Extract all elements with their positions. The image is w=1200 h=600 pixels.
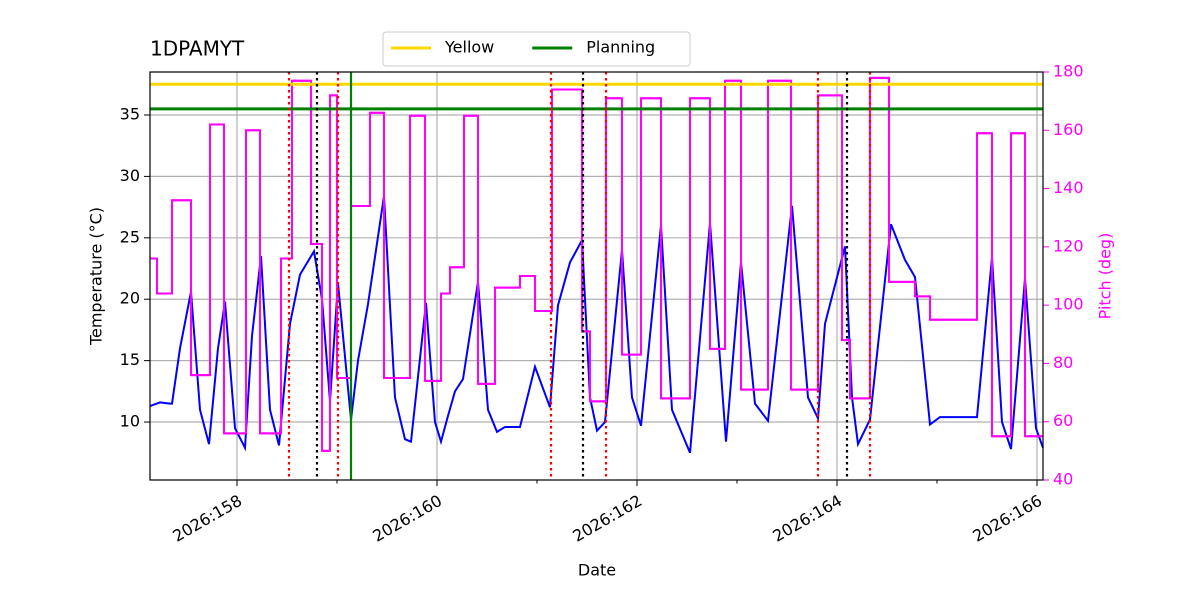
y2-tick-label: 120 xyxy=(1053,236,1084,255)
legend-label: Planning xyxy=(586,38,655,57)
x-tick-label: 2026:160 xyxy=(369,491,445,546)
x-axis-label: Date xyxy=(578,561,616,580)
y2-tick-label: 60 xyxy=(1053,411,1073,430)
temperature-line xyxy=(149,195,1044,454)
y2-tick-label: 40 xyxy=(1053,470,1073,489)
x-tick-label: 2026:162 xyxy=(569,491,645,546)
chart-title: 1DPAMYT xyxy=(150,37,245,61)
y2-tick-label: 80 xyxy=(1053,353,1073,372)
legend: Yellow Planning xyxy=(382,31,691,67)
x-tick-label: 2026:164 xyxy=(769,491,845,546)
y2-axis-label: Pitch (deg) xyxy=(1096,233,1115,320)
y-axis-label: Temperature (°C) xyxy=(87,207,106,346)
y2-tick-label: 100 xyxy=(1053,295,1084,314)
x-tick-label: 2026:158 xyxy=(169,491,245,546)
y-tick-label: 15 xyxy=(120,350,140,369)
plot-frame xyxy=(149,71,1044,481)
x-tick-label: 2026:166 xyxy=(969,491,1045,546)
legend-label: Yellow xyxy=(444,38,494,57)
y-tick-label: 35 xyxy=(120,104,140,123)
y-tick-label: 20 xyxy=(120,289,140,308)
y2-tick-label: 140 xyxy=(1053,178,1084,197)
y-tick-label: 30 xyxy=(120,166,140,185)
y-tick-label: 10 xyxy=(120,412,140,431)
y2-tick-label: 160 xyxy=(1053,120,1084,139)
y-tick-label: 25 xyxy=(120,227,140,246)
y2-tick-label: 180 xyxy=(1053,62,1084,81)
